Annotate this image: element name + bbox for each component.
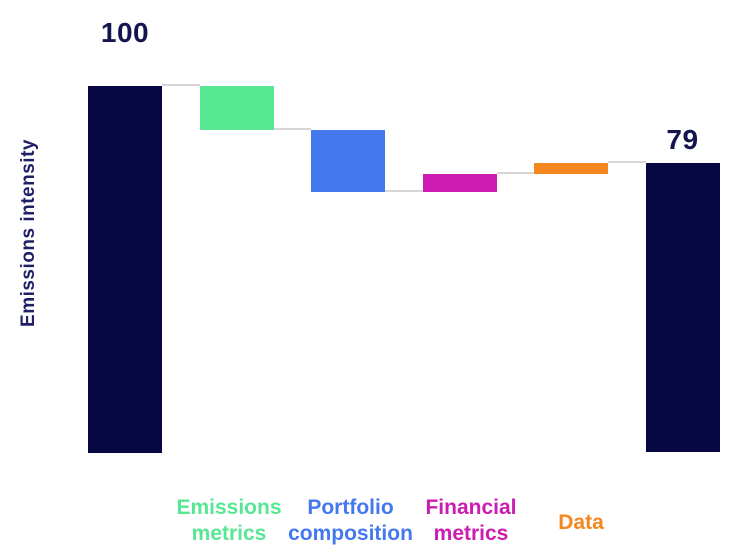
category-label-financial-metrics: Financial metrics — [361, 495, 581, 547]
bar-start-total — [88, 86, 162, 453]
category-label-line: Financial — [425, 496, 517, 519]
category-label-data: Data — [471, 510, 691, 536]
category-label-line: Emissions — [176, 496, 282, 519]
value-label-end-total: 79 — [666, 124, 699, 155]
category-label-line: metrics — [191, 522, 267, 545]
bar-emissions-metrics — [199, 86, 274, 130]
bar-data — [534, 162, 608, 174]
value-label-start-total: 100 — [100, 17, 150, 48]
connector-line — [608, 160, 646, 163]
bar-portfolio-composition — [311, 129, 385, 193]
connector-line — [273, 127, 311, 130]
connector-line — [385, 190, 423, 193]
connector-line — [496, 171, 534, 174]
category-label-line: composition — [288, 522, 413, 545]
category-label-emissions-metrics: Emissions metrics — [119, 495, 339, 547]
connector-line — [162, 84, 200, 86]
category-label-line: Portfolio — [307, 496, 394, 519]
category-label-line: metrics — [433, 522, 509, 545]
bar-financial-metrics — [422, 173, 497, 193]
category-label-line: Data — [558, 511, 604, 534]
category-label-portfolio-composition: Portfolio composition — [241, 495, 461, 547]
bar-end-total — [645, 162, 720, 453]
